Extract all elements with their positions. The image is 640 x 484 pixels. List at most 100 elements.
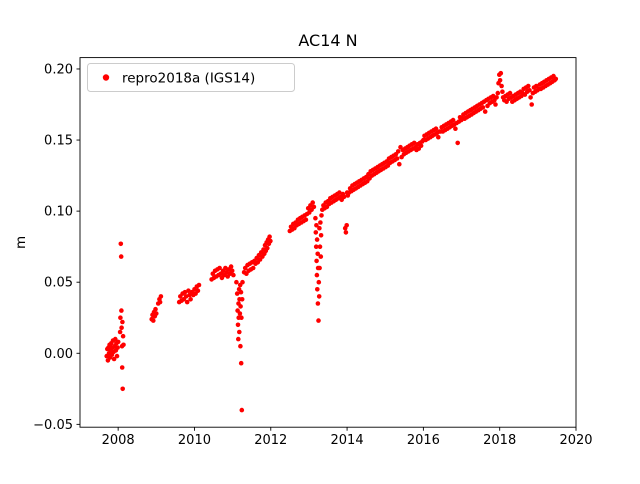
data-point <box>228 264 234 269</box>
data-point <box>317 265 322 271</box>
data-point <box>318 254 324 259</box>
data-point <box>118 254 124 259</box>
data-point <box>482 109 488 114</box>
y-tick-label: 0.15 <box>44 134 73 149</box>
x-tick-label: 2012 <box>254 433 287 448</box>
legend-label: repro2018a (IGS14) <box>122 71 255 87</box>
data-point <box>319 213 324 218</box>
data-point <box>235 322 241 328</box>
data-point <box>318 220 323 225</box>
data-point <box>493 102 498 107</box>
data-point <box>318 233 324 238</box>
data-point <box>118 241 124 247</box>
data-point <box>455 140 461 146</box>
data-point <box>154 311 159 316</box>
data-point <box>526 83 531 89</box>
x-tick-label: 2008 <box>102 433 135 448</box>
data-point <box>236 336 241 342</box>
data-point <box>184 299 190 305</box>
x-tick-label: 2018 <box>483 433 516 448</box>
data-point <box>529 102 534 107</box>
data-point <box>480 105 486 110</box>
data-point <box>113 336 118 342</box>
data-point <box>553 76 559 82</box>
data-point <box>196 282 202 288</box>
data-point <box>237 329 242 335</box>
data-point <box>111 356 117 362</box>
data-point <box>115 339 121 345</box>
data-point <box>341 194 347 200</box>
data-point <box>158 294 164 299</box>
data-point <box>314 258 319 264</box>
data-point <box>500 89 505 94</box>
data-point <box>115 345 120 350</box>
data-point <box>234 279 239 285</box>
data-point <box>436 134 441 140</box>
data-point <box>119 365 125 370</box>
data-point <box>317 244 323 249</box>
data-point <box>397 161 402 167</box>
data-point <box>316 294 322 299</box>
data-point <box>395 149 401 154</box>
data-point <box>229 268 235 274</box>
legend: repro2018a (IGS14) <box>87 63 295 92</box>
data-point <box>343 230 349 235</box>
data-point <box>507 90 513 96</box>
scatter-series <box>104 70 559 413</box>
x-tick-label: 2010 <box>178 433 211 448</box>
data-point <box>238 304 243 309</box>
data-point <box>314 237 320 242</box>
data-point <box>313 230 319 235</box>
data-point <box>120 333 126 339</box>
data-point <box>528 95 533 100</box>
data-point <box>316 318 321 323</box>
data-point <box>238 343 243 349</box>
data-point <box>418 143 424 148</box>
y-tick-label: −0.05 <box>33 418 73 433</box>
data-point <box>182 289 188 295</box>
data-point <box>316 279 322 285</box>
data-point <box>120 386 125 392</box>
y-tick-label: 0.10 <box>44 205 73 220</box>
data-point <box>114 353 120 359</box>
data-point <box>231 272 236 278</box>
data-point <box>157 299 163 305</box>
data-point <box>497 78 503 83</box>
data-point <box>217 265 222 271</box>
data-point <box>315 301 321 306</box>
data-point <box>494 95 499 100</box>
data-point <box>119 325 124 331</box>
data-point <box>498 70 504 76</box>
data-point <box>239 315 244 321</box>
data-point <box>153 306 158 312</box>
data-point <box>238 289 244 295</box>
data-point <box>394 156 400 161</box>
data-point <box>238 360 244 366</box>
data-point <box>240 279 245 285</box>
data-point <box>495 90 501 96</box>
y-axis-ticks: −0.05 0.00 0.05 0.10 0.15 0.20 <box>33 62 80 433</box>
data-point <box>151 318 156 323</box>
data-point <box>119 308 124 313</box>
data-point <box>450 117 456 123</box>
legend-marker-icon <box>102 74 110 81</box>
data-point <box>311 204 317 210</box>
data-point <box>314 272 320 278</box>
data-point <box>313 215 318 221</box>
data-point <box>250 265 256 271</box>
data-point <box>433 126 439 131</box>
data-point <box>120 319 125 325</box>
data-point <box>337 190 342 195</box>
x-tick-label: 2016 <box>407 433 440 448</box>
data-point <box>313 244 319 249</box>
data-point <box>234 291 240 296</box>
data-point <box>239 297 245 302</box>
legend-box <box>87 63 295 92</box>
data-point <box>239 407 245 413</box>
data-point <box>317 225 322 231</box>
data-point <box>453 126 458 131</box>
data-point <box>121 342 126 348</box>
data-point <box>303 217 309 222</box>
